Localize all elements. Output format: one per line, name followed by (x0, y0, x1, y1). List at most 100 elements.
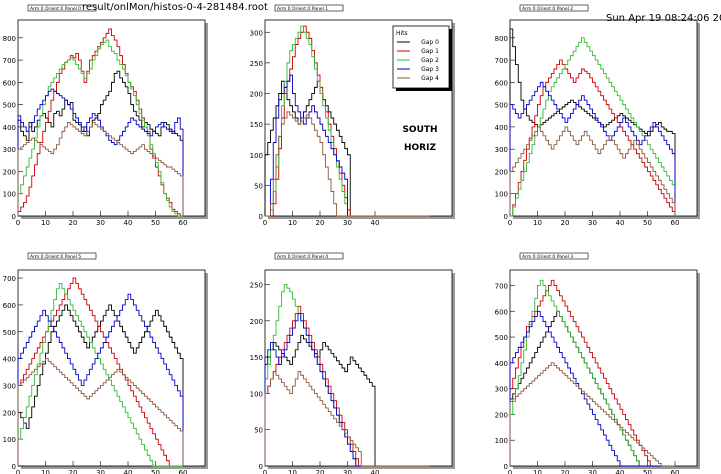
y-tick-label: 500 (3, 329, 16, 337)
y-tick-label: 250 (250, 282, 263, 290)
legend-entry: Gap 3 (421, 66, 439, 73)
x-tick-label: 40 (616, 219, 625, 227)
x-tick-label: 0 (16, 219, 20, 227)
y-tick-label: 500 (3, 102, 16, 110)
series-gap-4 (509, 126, 676, 216)
y-tick-label: 700 (3, 275, 16, 283)
x-tick-label: 50 (151, 219, 160, 227)
x-tick-label: 50 (643, 469, 652, 474)
legend: Hits Gap 0 Gap 1 Gap 2 Gap 3 Gap 4 (392, 25, 452, 91)
panel-title-box (27, 4, 97, 12)
y-tick-label: 300 (3, 146, 16, 154)
plot-frame (17, 19, 206, 217)
panel-title-box (274, 4, 344, 12)
panel-title: Arm 0 Orient 0 Panel 2 (522, 6, 573, 12)
y-tick-label: 100 (250, 152, 263, 160)
panel-6: Arm 0 Orient 0 Panel 3010020030040050060… (495, 252, 700, 474)
panel-title: Arm 0 Orient 0 Panel 3 (522, 254, 573, 260)
y-tick-label: 400 (495, 124, 508, 132)
series-gap-3 (17, 293, 184, 466)
y-tick-label: 200 (3, 409, 16, 417)
series-gap-4 (264, 371, 430, 467)
x-tick-label: 0 (508, 469, 512, 474)
y-tick-label: 400 (3, 356, 16, 364)
panel-title: Arm 0 Orient 0 Panel 4 (277, 254, 328, 260)
y-tick-label: 600 (495, 79, 508, 87)
y-tick-label: 150 (250, 121, 263, 129)
y-tick-label: 150 (250, 354, 263, 362)
series-gap-4 (17, 358, 184, 466)
legend-entry: Gap 0 (421, 39, 439, 46)
x-tick-label: 0 (263, 219, 267, 227)
y-tick-label: 100 (3, 191, 16, 199)
x-tick-label: 0 (16, 469, 20, 474)
x-tick-label: 30 (343, 219, 352, 227)
y-tick-label: 100 (495, 191, 508, 199)
x-tick-label: 20 (69, 469, 78, 474)
legend-entry: Gap 4 (421, 75, 439, 82)
legend-entry: Gap 1 (421, 48, 439, 55)
y-tick-label: 0 (504, 213, 508, 221)
x-tick-label: 10 (533, 219, 542, 227)
series-gap-1 (17, 277, 183, 467)
x-tick-label: 60 (671, 469, 680, 474)
x-tick-label: 50 (643, 219, 652, 227)
y-tick-label: 200 (250, 91, 263, 99)
x-tick-label: 30 (588, 219, 597, 227)
x-tick-label: 40 (371, 219, 380, 227)
x-tick-label: 30 (96, 469, 105, 474)
panel-1: Arm 0 Orient 0 Panel 0010020030040050060… (3, 4, 208, 227)
x-tick-label: 30 (588, 469, 597, 474)
panel-title-box (519, 252, 589, 260)
y-tick-label: 100 (3, 436, 16, 444)
series-gap-0 (17, 70, 184, 216)
x-tick-label: 20 (561, 469, 570, 474)
series-gap-0 (17, 304, 184, 466)
plot-frame (17, 269, 206, 467)
x-tick-label: 10 (41, 469, 50, 474)
y-tick-label: 300 (250, 29, 263, 37)
x-tick-label: 20 (69, 219, 78, 227)
series-gap-4 (509, 362, 675, 467)
y-tick-label: 700 (495, 57, 508, 65)
panel-title-box (27, 252, 97, 260)
panel-title: Arm 0 Orient 0 Panel 5 (30, 254, 81, 260)
legend-entry: Gap 2 (421, 57, 439, 64)
x-tick-label: 60 (671, 219, 680, 227)
x-tick-label: 10 (533, 469, 542, 474)
y-tick-label: 200 (495, 411, 508, 419)
panel-title-box (274, 252, 344, 260)
x-tick-label: 10 (41, 219, 50, 227)
y-tick-label: 500 (495, 334, 508, 342)
series-gap-2 (17, 282, 183, 467)
y-tick-label: 0 (259, 463, 263, 471)
y-tick-label: 100 (495, 437, 508, 445)
y-tick-label: 700 (495, 282, 508, 290)
legend-title: Hits (396, 30, 408, 37)
file-path-label: result/onlMon/histos-0-4-281484.root (82, 2, 268, 13)
y-tick-label: 0 (504, 463, 508, 471)
x-tick-label: 60 (179, 469, 188, 474)
y-tick-label: 0 (259, 213, 263, 221)
y-tick-label: 600 (3, 302, 16, 310)
y-tick-label: 200 (250, 318, 263, 326)
series-gap-3 (17, 88, 184, 216)
y-tick-label: 200 (3, 168, 16, 176)
x-tick-label: 30 (96, 219, 105, 227)
y-tick-label: 500 (495, 102, 508, 110)
panel-4: Arm 0 Orient 0 Panel 5010020030040050060… (3, 252, 208, 474)
y-tick-label: 200 (495, 168, 508, 176)
y-tick-label: 50 (254, 182, 263, 190)
timestamp-label: Sun Apr 19 08:24:06 2009 (606, 13, 721, 24)
x-tick-label: 30 (343, 469, 352, 474)
x-tick-label: 20 (316, 219, 325, 227)
x-tick-label: 20 (316, 469, 325, 474)
series-gap-4 (265, 111, 430, 217)
plot-frame (509, 19, 698, 217)
panel-3: Arm 0 Orient 0 Panel 2010020030040050060… (495, 4, 700, 227)
y-tick-label: 0 (12, 213, 16, 221)
y-tick-label: 400 (495, 360, 508, 368)
series-gap-1 (509, 279, 675, 467)
series-gap-4 (17, 122, 184, 216)
